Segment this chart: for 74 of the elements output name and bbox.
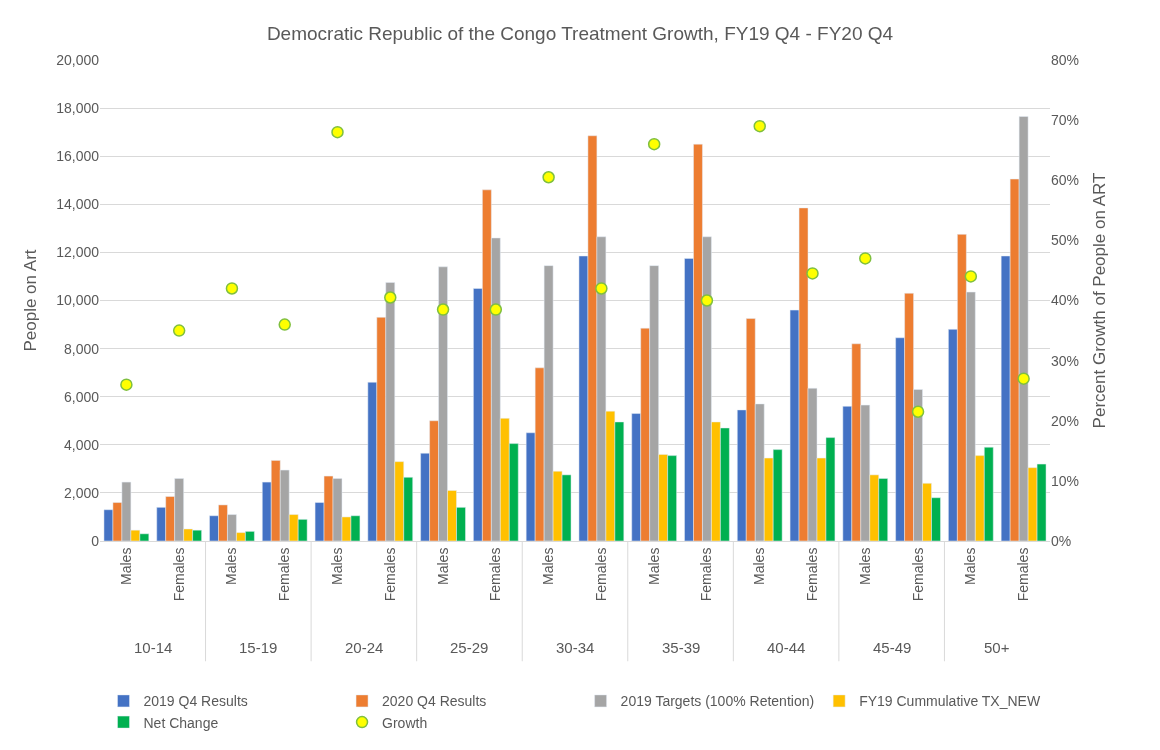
y-tick-label: 12,000 <box>56 244 100 261</box>
x-tick-label: Females <box>1015 547 1032 602</box>
x-tick-label: Males <box>540 547 557 585</box>
point <box>331 125 344 139</box>
text: 20-24 <box>345 639 384 656</box>
x-tick-label: Males <box>117 547 134 585</box>
point <box>647 137 661 151</box>
y2-tick-label: 40% <box>1051 292 1080 309</box>
x-tick-label: Males <box>856 547 873 585</box>
y2-tick-label: 50% <box>1051 232 1080 249</box>
legend-label: 2019 Q4 Results <box>143 693 248 710</box>
x-tick-label: Females <box>487 547 504 602</box>
y-tick-label: 6,000 <box>63 388 100 405</box>
point <box>489 303 503 316</box>
point <box>911 405 925 418</box>
y2-tick-label: 60% <box>1051 172 1080 189</box>
text: 25-29 <box>450 639 489 656</box>
text: 10-14 <box>134 639 173 656</box>
legend-label: Net Change <box>143 714 219 731</box>
x-tick-label: Females <box>909 547 926 602</box>
legend-label: 2019 Targets (100% Retention) <box>620 693 815 710</box>
y-axis-title: People on Art <box>20 249 40 352</box>
x-tick-label: Males <box>962 547 979 585</box>
point <box>120 378 133 391</box>
chart-title: Democratic Republic of the Congo Treatment Growth, FY19 Q4 - FY20 Q4 <box>266 22 894 44</box>
text: 35-39 <box>662 639 701 656</box>
point <box>595 282 608 295</box>
y-tick-label: 4,000 <box>63 436 100 453</box>
y-tick-label: 14,000 <box>56 196 100 213</box>
x-tick-label: Females <box>698 547 715 602</box>
y2-tick-label: 20% <box>1051 412 1080 429</box>
y2-tick-label: 0% <box>1051 532 1072 549</box>
text: 30-34 <box>556 639 595 656</box>
point <box>436 303 450 316</box>
legend-label: FY19 Cummulative TX_NEW <box>859 693 1041 710</box>
y-tick-label: 0 <box>91 532 100 549</box>
text: 40-44 <box>767 639 806 656</box>
y-tick-label: 2,000 <box>63 484 100 501</box>
x-tick-label: Males <box>434 547 451 585</box>
point <box>225 282 239 295</box>
x-tick-label: Females <box>276 547 293 602</box>
point <box>700 294 714 307</box>
y2-tick-label: 10% <box>1051 472 1080 489</box>
y-tick-label: 16,000 <box>56 148 100 165</box>
y2-axis-title: Percent Growth of People on ART <box>1090 172 1110 429</box>
y2-tick-label: 70% <box>1051 112 1080 129</box>
y-tick-label: 10,000 <box>56 292 100 309</box>
point <box>964 270 978 283</box>
y-tick-label: 8,000 <box>63 340 100 357</box>
x-tick-label: Males <box>645 547 662 585</box>
point <box>1017 372 1030 385</box>
y2-tick-label: 80% <box>1051 51 1080 68</box>
text: 45-49 <box>873 639 912 656</box>
legend-label: Growth <box>382 714 428 731</box>
point <box>542 170 555 184</box>
point <box>384 291 397 304</box>
x-tick-label: Females <box>592 547 609 602</box>
point <box>172 324 186 337</box>
text: 50+ <box>984 639 1010 656</box>
x-tick-label: Males <box>329 547 346 585</box>
x-tick-label: Females <box>170 547 187 602</box>
point <box>806 267 819 280</box>
text: 15-19 <box>239 639 278 656</box>
x-tick-label: Males <box>751 547 768 585</box>
y2-tick-label: 30% <box>1051 352 1080 369</box>
x-tick-label: Females <box>381 547 398 602</box>
point <box>859 252 872 265</box>
x-tick-label: Females <box>804 547 821 602</box>
point <box>278 318 291 331</box>
x-tick-label: Males <box>223 547 240 585</box>
y-tick-label: 18,000 <box>56 100 100 116</box>
point <box>753 119 766 133</box>
y-tick-label: 20,000 <box>56 51 100 68</box>
legend-label: 2020 Q4 Results <box>382 693 487 710</box>
